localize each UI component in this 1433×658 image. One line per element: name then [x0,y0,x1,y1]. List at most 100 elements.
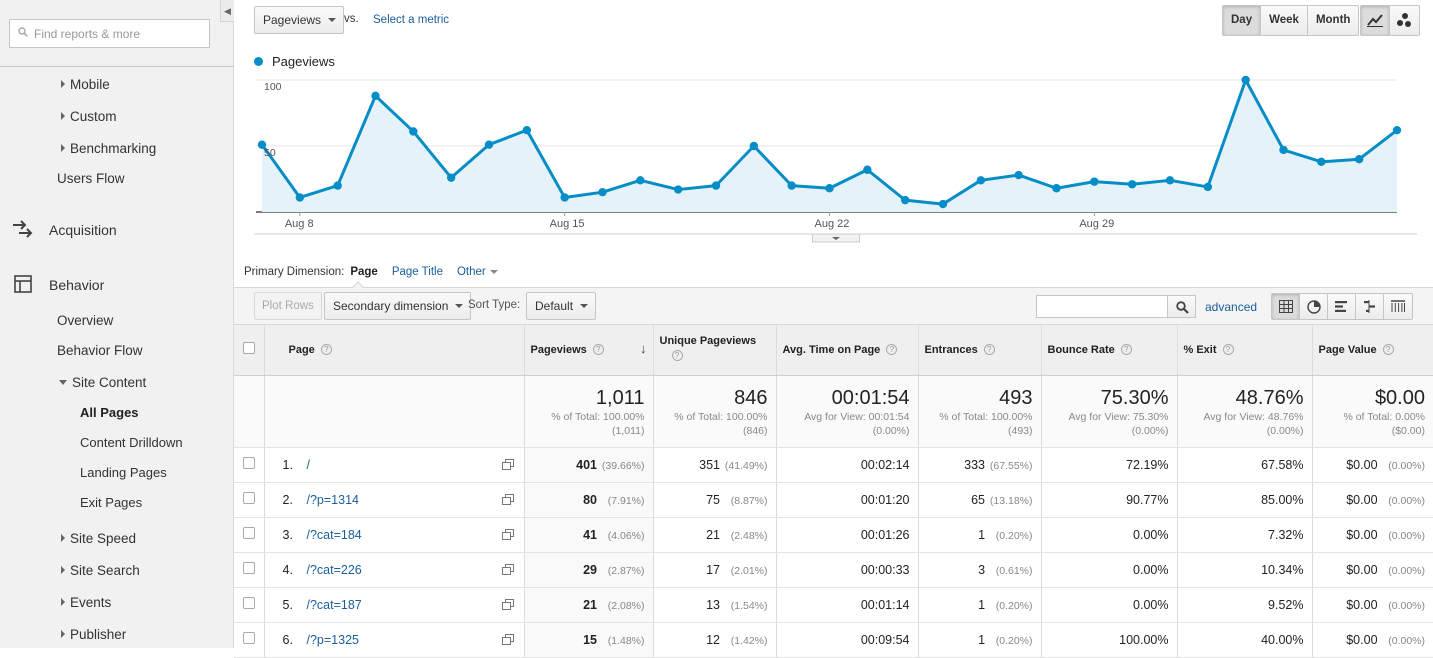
pie-view-button[interactable] [1300,294,1328,319]
nav-acquisition[interactable]: Acquisition [49,222,117,238]
data-point[interactable] [598,188,607,197]
nav-all-pages[interactable]: All Pages [80,405,139,420]
page-link[interactable]: /?p=1314 [306,492,359,507]
data-point[interactable] [863,165,872,174]
sort-type-dropdown[interactable]: Default [526,292,597,320]
week-button[interactable]: Week [1261,6,1308,35]
help-icon[interactable]: ? [1120,343,1132,355]
report-search-box[interactable] [9,19,210,48]
data-point[interactable] [484,140,494,149]
page-link[interactable]: / [306,457,310,472]
page-link[interactable]: /?cat=226 [306,562,362,577]
open-page-icon[interactable] [501,633,514,645]
line-chart-button[interactable] [1361,6,1390,35]
report-search-input[interactable] [34,20,204,47]
nav-exit-pages[interactable]: Exit Pages [80,495,142,510]
help-icon[interactable]: ? [1222,343,1234,355]
help-icon[interactable]: ? [886,343,898,355]
nav-benchmarking[interactable]: Benchmarking [61,141,156,156]
data-point[interactable] [1014,170,1023,180]
metric-dropdown[interactable]: Pageviews [254,6,345,34]
header-bounce-rate[interactable]: Bounce Rate? [1041,325,1178,376]
nav-landing-pages[interactable]: Landing Pages [80,465,167,480]
dimension-other[interactable]: Other [457,266,498,278]
open-page-icon[interactable] [501,563,514,575]
header-exit[interactable]: % Exit? [1177,325,1313,376]
data-table-view-button[interactable] [1272,294,1300,319]
pivot-view-button[interactable] [1384,294,1412,319]
open-page-icon[interactable] [501,528,514,540]
data-point[interactable] [1279,145,1288,155]
data-point[interactable] [371,91,380,101]
nav-behavior[interactable]: Behavior [49,277,104,293]
nav-mobile[interactable]: Mobile [61,77,110,92]
data-point[interactable] [1090,177,1099,186]
data-point[interactable] [522,125,532,135]
open-page-icon[interactable] [501,493,514,505]
page-link[interactable]: /?cat=187 [306,597,362,612]
data-point[interactable] [1203,182,1213,192]
data-point[interactable] [333,181,342,190]
data-point[interactable] [976,176,986,185]
row-checkbox[interactable] [242,632,255,644]
data-point[interactable] [1317,157,1326,167]
row-checkbox[interactable] [242,492,255,504]
header-page-value[interactable]: Page Value? [1312,325,1433,376]
nav-site-speed[interactable]: Site Speed [61,531,136,546]
nav-users-flow[interactable]: Users Flow [57,171,125,186]
dimension-page[interactable]: Page [350,266,378,278]
nav-overview[interactable]: Overview [57,313,113,328]
day-button[interactable]: Day [1223,6,1262,35]
select-metric-link[interactable]: Select a metric [373,14,450,26]
row-checkbox[interactable] [242,457,255,469]
plot-rows-button[interactable]: Plot Rows [254,292,322,320]
nav-publisher[interactable]: Publisher [61,627,126,642]
open-page-icon[interactable] [501,598,514,610]
nav-behavior-flow[interactable]: Behavior Flow [57,343,143,358]
nav-site-content[interactable]: Site Content [59,375,146,390]
header-avg-time[interactable]: Avg. Time on Page? [776,325,919,376]
data-point[interactable] [446,173,456,182]
header-page[interactable]: Page? [264,325,525,376]
help-icon[interactable]: ? [1382,343,1394,355]
data-point[interactable] [711,181,721,190]
help-icon[interactable]: ? [320,343,332,355]
data-point[interactable] [1165,176,1175,185]
data-point[interactable] [636,176,645,185]
data-point[interactable] [1127,180,1137,189]
month-button[interactable]: Month [1315,14,1351,26]
header-entrances[interactable]: Entrances? [918,325,1042,376]
motion-chart-button[interactable] [1390,6,1419,35]
data-point[interactable] [257,140,267,149]
nav-custom[interactable]: Custom [61,109,117,124]
data-point[interactable] [409,127,418,136]
data-point[interactable] [900,195,910,205]
help-icon[interactable]: ? [592,343,604,355]
header-unique-pageviews[interactable]: Unique Pageviews? [653,325,777,376]
open-page-icon[interactable] [501,458,514,470]
advanced-filter-link[interactable]: advanced [1205,300,1258,314]
data-point[interactable] [1241,75,1250,85]
page-link[interactable]: /?p=1325 [306,632,359,647]
row-checkbox[interactable] [242,597,255,609]
dimension-page-title[interactable]: Page Title [391,266,443,278]
data-point[interactable] [749,141,759,151]
data-point[interactable] [1052,184,1061,193]
table-search-button[interactable] [1167,295,1196,318]
data-point[interactable] [787,181,796,190]
data-point[interactable] [295,193,305,202]
secondary-dimension-dropdown[interactable]: Secondary dimension [324,292,472,320]
data-point[interactable] [1354,155,1364,164]
nav-site-search[interactable]: Site Search [61,563,140,578]
page-link[interactable]: /?cat=184 [306,527,362,542]
data-point[interactable] [673,185,683,194]
nav-content-drilldown[interactable]: Content Drilldown [80,435,183,450]
data-point[interactable] [938,199,948,209]
data-point[interactable] [1392,125,1402,135]
data-point[interactable] [825,184,834,193]
collapse-sidebar-button[interactable]: ◀ [220,0,234,22]
row-checkbox[interactable] [242,562,255,574]
chart-resize-handle[interactable] [812,234,860,243]
row-checkbox[interactable] [242,527,255,539]
help-icon[interactable]: ? [671,350,683,361]
